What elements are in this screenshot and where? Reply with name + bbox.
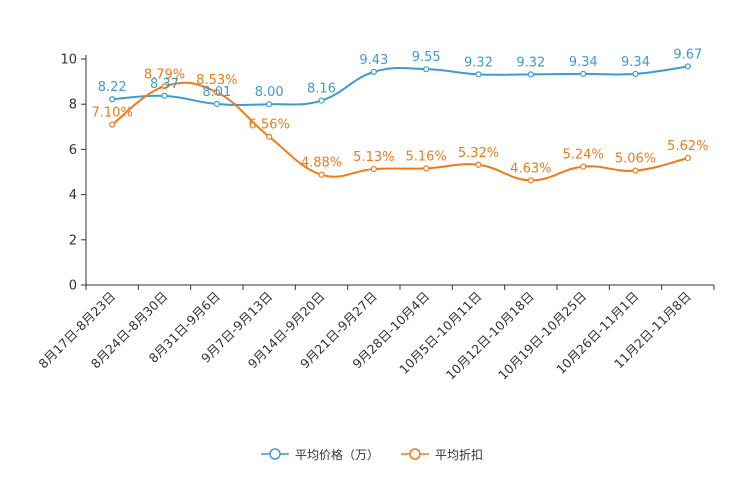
price-data-point: [632, 70, 639, 78]
price-data-point: [527, 71, 534, 78]
price-data-label: 9.67: [673, 47, 702, 62]
discount-data-label: 4.63%: [510, 161, 551, 176]
discount-data-point: [370, 165, 377, 173]
price-data-label: 9.34: [621, 55, 650, 70]
price-data-point: [266, 101, 273, 108]
y-tick-label: 4: [69, 188, 77, 203]
y-tick-label: 6: [69, 143, 77, 158]
y-tick-label: 10: [60, 53, 77, 68]
price-data-point: [475, 71, 482, 78]
price-data-label: 8.16: [307, 82, 336, 97]
chart-legend: 平均价格（万） 平均折扣: [0, 444, 744, 464]
price-data-label: 9.32: [516, 55, 545, 70]
price-data-point: [213, 100, 220, 108]
legend-item-price[interactable]: 平均价格（万）: [260, 446, 379, 463]
legend-label-discount: 平均折扣: [435, 447, 484, 462]
discount-data-point: [213, 89, 220, 96]
discount-data-point: [684, 154, 691, 162]
discount-data-label: 8.79%: [144, 67, 185, 82]
discount-data-label: 5.32%: [458, 146, 499, 161]
price-data-label: 9.55: [412, 50, 441, 65]
price-data-point: [109, 96, 116, 103]
price-data-label: 8.00: [255, 85, 284, 100]
x-tick-label: 10月12日-10月18日: [443, 289, 537, 383]
discount-data-point: [423, 165, 430, 172]
discount-data-point: [266, 133, 273, 140]
price-data-point: [318, 97, 325, 104]
discount-data-point: [632, 167, 639, 174]
discount-data-label: 5.16%: [406, 149, 447, 164]
price-data-label: 9.34: [569, 55, 598, 70]
discount-data-label: 5.13%: [353, 150, 394, 165]
y-tick-label: 0: [69, 279, 77, 294]
price-data-label: 8.37: [150, 77, 179, 92]
chart-data-labels: 8.22 8.37 8.01 8.00 8.16 9.43 9.55 9.32 9.32 9.34…: [92, 47, 709, 176]
discount-data-point: [161, 83, 168, 90]
discount-data-label: 5.06%: [615, 152, 656, 167]
legend-line-circle-icon: [401, 448, 429, 460]
discount-data-point: [527, 177, 534, 184]
price-data-point: [423, 66, 430, 73]
legend-label-price: 平均价格（万）: [294, 447, 379, 462]
price-data-point: [580, 70, 587, 78]
legend-item-discount[interactable]: 平均折扣: [401, 446, 483, 463]
price-data-point: [161, 92, 168, 99]
x-tick-label: 10月19日-10月25日: [495, 289, 589, 383]
discount-data-point: [109, 121, 116, 128]
price-data-label: 8.22: [98, 80, 127, 95]
price-series-line: [112, 65, 688, 106]
price-data-point: [684, 63, 691, 70]
price-data-point: [370, 68, 377, 75]
discount-series-line: [111, 81, 689, 182]
price-data-label: 9.43: [359, 53, 388, 68]
discount-data-point: [475, 161, 482, 168]
discount-data-label: 7.10%: [92, 106, 133, 121]
discount-data-point: [580, 163, 587, 170]
y-tick-label: 2: [69, 233, 77, 248]
discount-data-label: 5.24%: [563, 148, 604, 163]
discount-data-point: [318, 171, 325, 178]
chart-points: [109, 63, 691, 184]
discount-data-label: 4.88%: [301, 156, 342, 171]
price-data-label: 9.32: [464, 55, 493, 70]
discount-data-label: 5.62%: [667, 139, 708, 154]
discount-data-label: 8.53%: [196, 73, 237, 88]
y-tick-label: 8: [69, 98, 77, 113]
price-data-label: 8.01: [202, 85, 231, 100]
legend-line-circle-icon: [260, 448, 289, 460]
discount-data-label: 6.56%: [249, 118, 290, 133]
